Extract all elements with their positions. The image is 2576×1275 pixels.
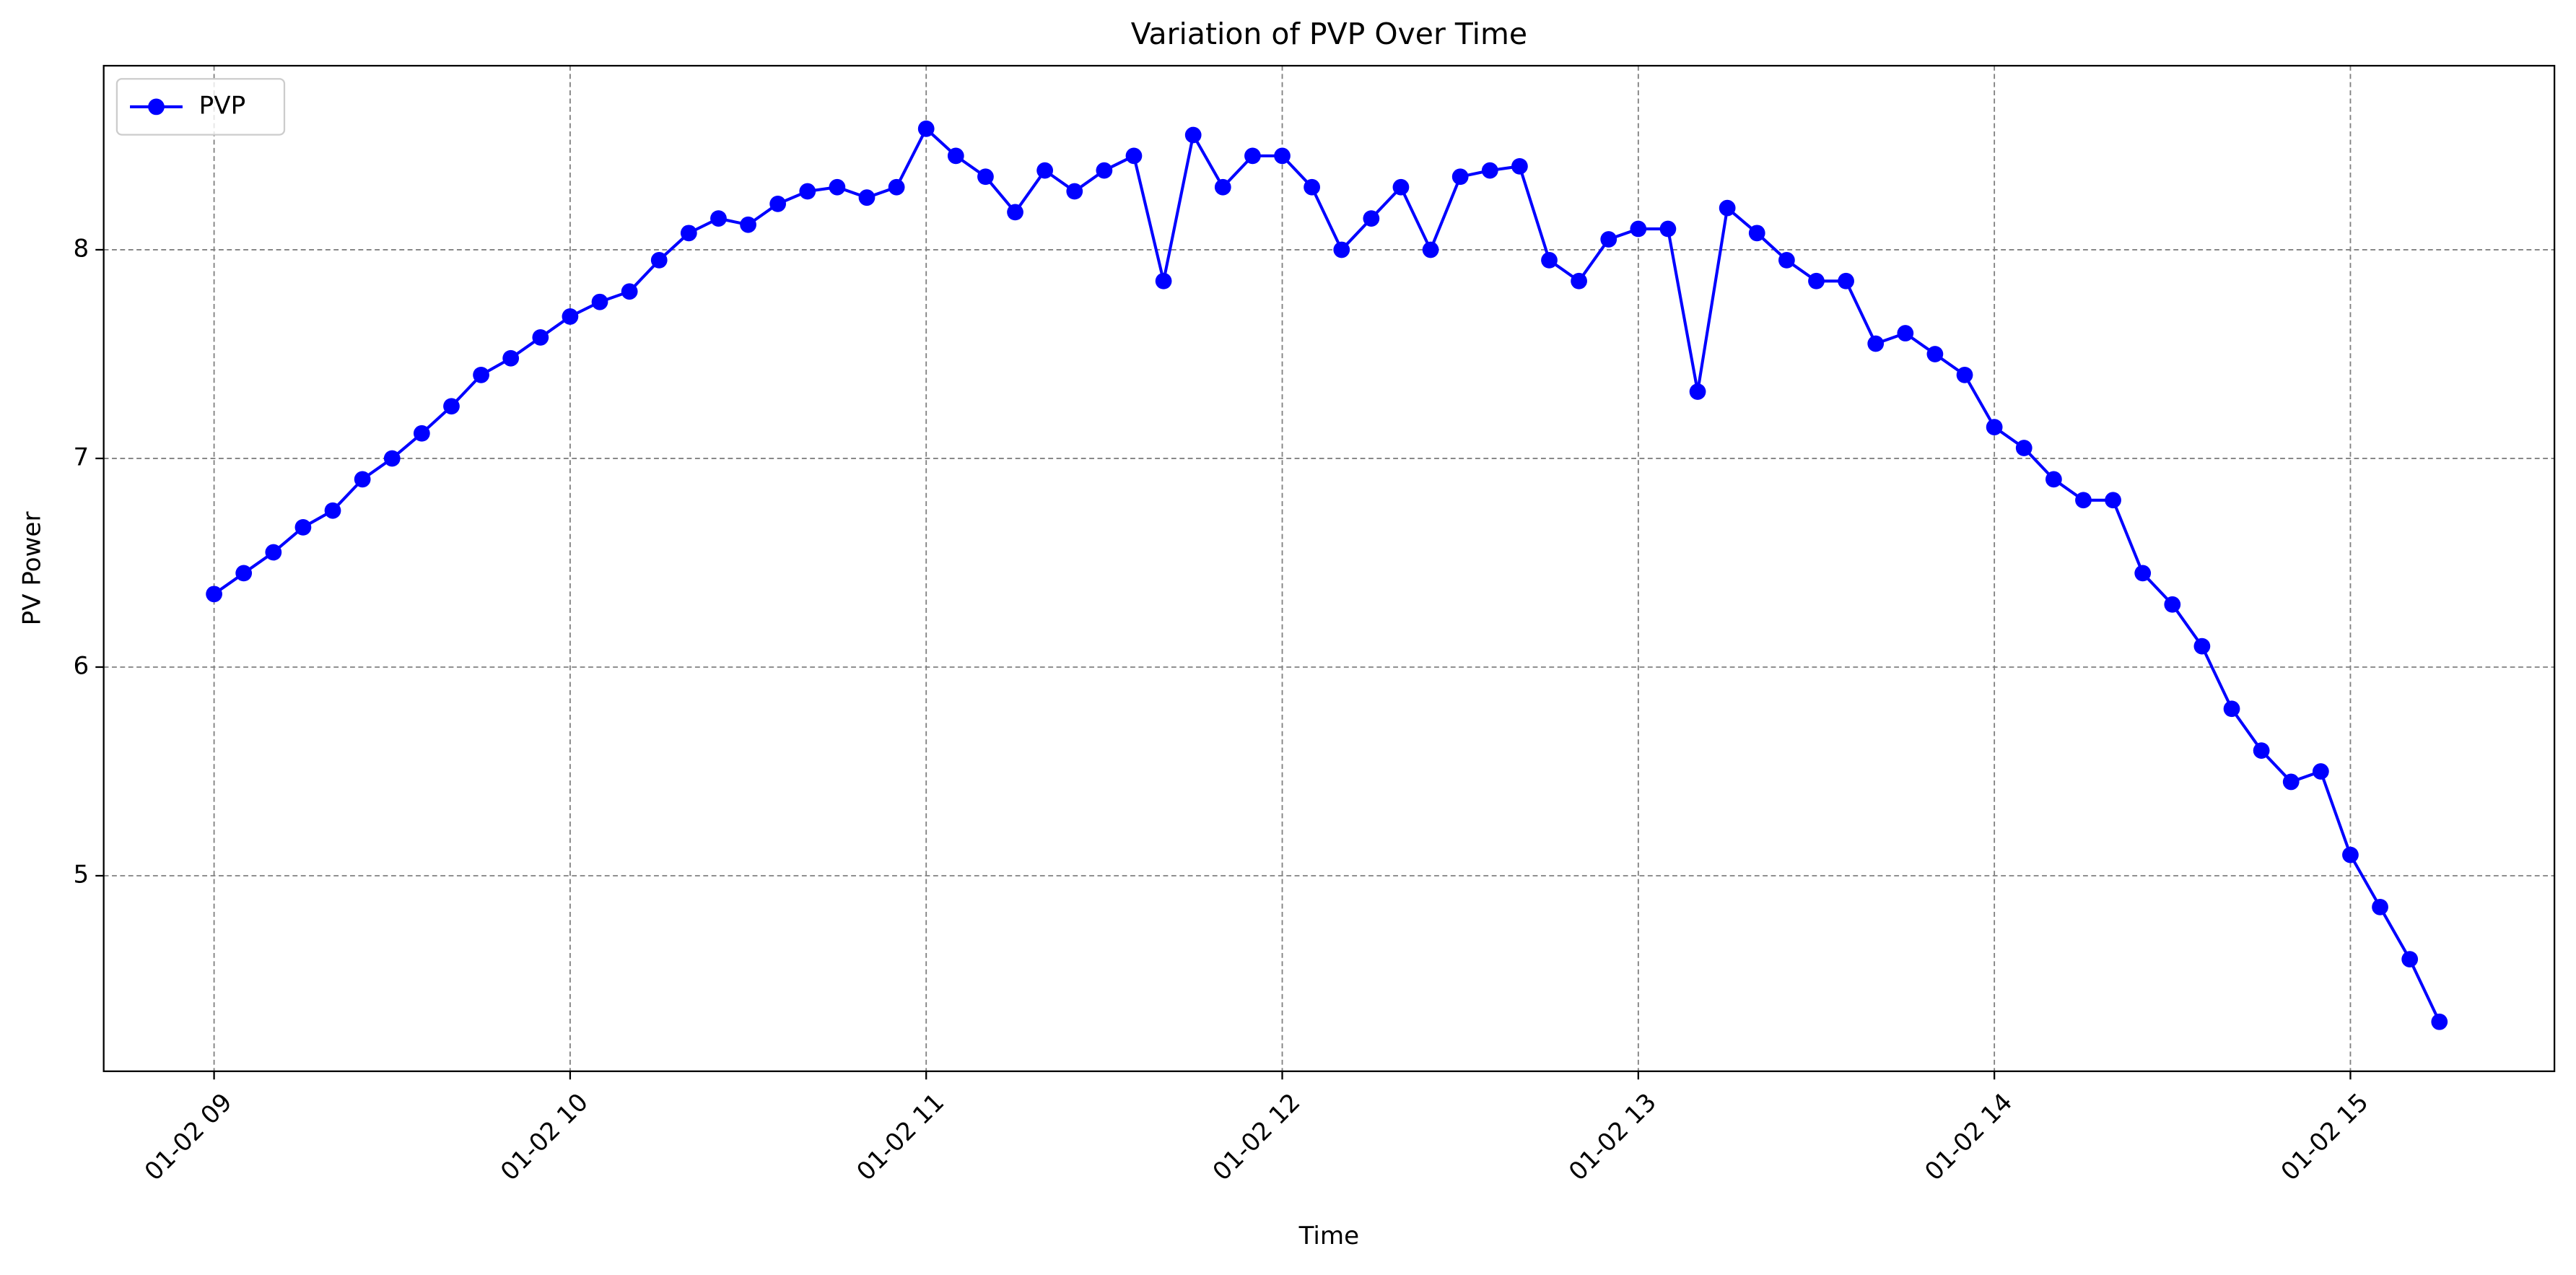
data-point — [206, 586, 222, 603]
data-point — [1986, 419, 2003, 435]
data-point — [1571, 272, 1587, 290]
data-point — [1838, 272, 1854, 290]
x-tick-label: 01-02 13 — [1563, 1088, 1662, 1187]
data-point — [413, 425, 430, 442]
legend-label: PVP — [199, 91, 246, 120]
data-point — [650, 252, 668, 269]
data-point — [2253, 742, 2270, 759]
data-point — [1422, 241, 1439, 258]
data-point — [235, 565, 253, 582]
data-point — [2164, 596, 2181, 613]
data-point — [2223, 700, 2240, 718]
data-point — [1155, 272, 1172, 290]
data-point — [1600, 231, 1617, 248]
data-point — [917, 120, 935, 137]
data-point — [532, 328, 549, 346]
data-point — [2342, 846, 2359, 863]
y-tick-label: 5 — [73, 860, 89, 889]
data-point — [2075, 492, 2092, 509]
data-point — [591, 293, 608, 310]
data-point — [799, 183, 816, 200]
x-tick-label: 01-02 09 — [139, 1088, 238, 1187]
data-point — [1897, 325, 1914, 341]
x-tick-label: 01-02 12 — [1208, 1088, 1306, 1187]
y-tick-label: 8 — [73, 234, 89, 263]
data-point — [1363, 210, 1380, 227]
data-point — [1451, 168, 1469, 186]
data-point — [383, 450, 401, 467]
data-point — [977, 168, 994, 186]
data-point — [1036, 162, 1054, 179]
data-point — [1184, 126, 1202, 144]
data-point — [1867, 335, 1885, 352]
data-point — [2045, 471, 2062, 488]
data-point — [1304, 178, 1320, 196]
data-point — [1481, 162, 1498, 179]
data-point — [1659, 220, 1677, 238]
data-point — [1125, 147, 1143, 165]
legend-marker — [148, 98, 165, 116]
data-point — [2134, 565, 2152, 582]
data-point — [2312, 763, 2329, 780]
data-point — [473, 366, 489, 383]
x-tick-label: 01-02 10 — [495, 1088, 594, 1187]
data-point — [265, 544, 282, 561]
data-point — [562, 308, 579, 325]
data-point — [769, 195, 787, 212]
data-point — [2105, 492, 2121, 509]
data-point — [443, 398, 460, 415]
x-tick-label: 01-02 15 — [2276, 1088, 2375, 1187]
data-point — [947, 147, 964, 165]
data-point — [1630, 220, 1647, 238]
chart-title: Variation of PVP Over Time — [1131, 17, 1527, 51]
data-point — [1333, 241, 1350, 258]
data-point — [1511, 157, 1528, 175]
data-point — [1274, 147, 1291, 165]
data-point — [1926, 346, 1944, 362]
data-point — [1007, 204, 1023, 221]
x-axis-label: Time — [1298, 1222, 1360, 1250]
data-point — [1392, 178, 1410, 196]
data-point — [2193, 638, 2211, 655]
data-point — [1096, 162, 1113, 179]
data-point — [1689, 383, 1706, 400]
data-point — [1808, 272, 1825, 290]
data-point — [740, 216, 756, 233]
data-point — [858, 189, 876, 206]
data-point — [1748, 225, 1765, 242]
data-point — [354, 471, 371, 488]
data-point — [829, 178, 846, 196]
data-point — [1778, 252, 1795, 269]
data-point — [502, 349, 520, 367]
plot-frame — [102, 64, 2556, 1072]
data-point — [1244, 147, 1261, 165]
data-point — [294, 518, 312, 536]
data-point — [2431, 1013, 2448, 1030]
y-axis-label: PV Power — [17, 510, 46, 625]
data-point — [1541, 252, 1558, 269]
data-point — [1066, 183, 1083, 200]
data-point — [1214, 178, 1231, 196]
data-line — [213, 127, 2441, 1023]
data-point — [710, 210, 727, 227]
data-point — [324, 502, 341, 519]
data-point — [2015, 440, 2033, 456]
legend-box — [115, 78, 286, 136]
data-point — [680, 225, 697, 242]
data-point — [888, 178, 905, 196]
legend: PVP — [115, 78, 286, 136]
data-point — [2401, 951, 2419, 967]
x-tick-label: 01-02 14 — [1919, 1088, 2018, 1187]
data-point — [1956, 366, 1973, 383]
x-tick-label: 01-02 11 — [851, 1088, 950, 1187]
data-point — [621, 283, 638, 300]
data-point — [1719, 199, 1736, 217]
y-tick-label: 6 — [73, 651, 89, 680]
y-tick-label: 7 — [73, 443, 89, 471]
data-point — [2282, 773, 2300, 791]
data-point — [2372, 898, 2388, 915]
